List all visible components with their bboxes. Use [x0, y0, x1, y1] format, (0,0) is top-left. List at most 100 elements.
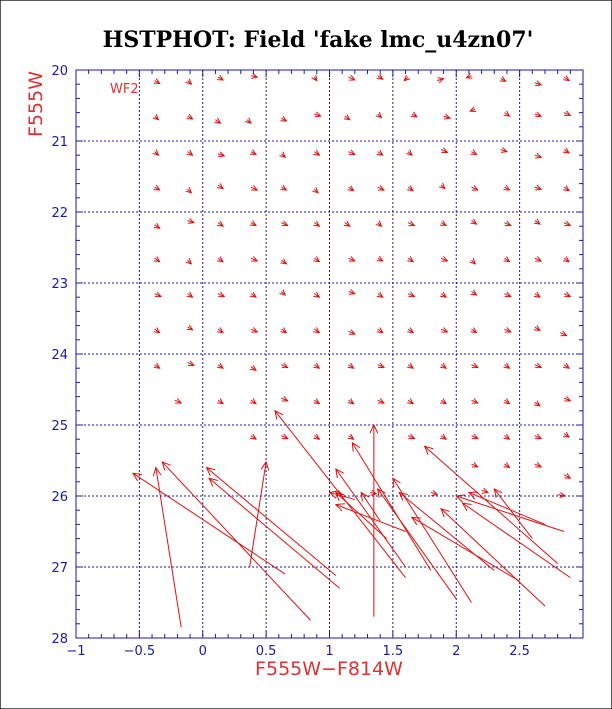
small-vector-head — [251, 185, 259, 191]
long-vector — [392, 477, 472, 603]
small-vector-head — [535, 433, 543, 440]
small-vector-shaft — [281, 435, 288, 439]
small-vector — [504, 327, 512, 333]
small-vector-shaft — [534, 435, 542, 439]
small-vector — [503, 362, 511, 369]
long-vector-head — [351, 441, 361, 452]
small-vector-head — [469, 258, 477, 265]
small-vector — [314, 111, 322, 118]
long-vector-shaft — [329, 491, 355, 501]
long-vector-shaft — [155, 467, 182, 628]
small-vector-head — [500, 147, 509, 153]
small-vector-shaft — [187, 362, 195, 366]
y-axis-label: F555W — [25, 71, 47, 137]
small-vector-head — [348, 75, 356, 81]
long-vector-head — [360, 491, 370, 502]
small-vector-shaft — [407, 435, 415, 439]
small-vector — [440, 220, 448, 227]
small-vector-head — [249, 364, 257, 371]
small-vector-head — [347, 185, 355, 192]
small-vector-head — [348, 289, 356, 295]
long-vector-shaft — [335, 492, 387, 539]
small-vector — [249, 364, 257, 371]
y-tick-labels: 20 21 22 23 24 25 26 27 28 — [51, 64, 68, 647]
small-vector — [217, 327, 224, 334]
small-vector — [563, 256, 570, 263]
small-vector — [312, 187, 319, 194]
small-vector — [313, 398, 321, 405]
small-vector — [534, 362, 543, 369]
small-vector — [503, 110, 511, 117]
small-vector-head — [563, 75, 570, 82]
small-vector-head — [503, 433, 511, 440]
small-vector-shaft — [407, 293, 415, 297]
y-tick-label: 22 — [51, 206, 68, 221]
small-vector-head — [407, 185, 415, 192]
small-vector-shaft — [563, 474, 571, 479]
small-vector-head — [280, 327, 288, 334]
small-vector — [376, 149, 384, 156]
x-tick-label: 0 — [199, 644, 207, 659]
small-vector-shaft — [250, 186, 258, 191]
small-vector — [153, 222, 161, 229]
small-vector — [443, 113, 452, 120]
small-vector-head — [187, 218, 195, 224]
long-vector — [376, 487, 457, 600]
long-vector — [398, 491, 495, 571]
small-vector — [154, 291, 162, 298]
small-vector-head — [217, 398, 224, 405]
small-vector-head — [217, 362, 224, 369]
small-vector — [313, 327, 321, 334]
small-vector — [280, 258, 288, 265]
long-vector-head — [205, 466, 216, 477]
small-vector-head — [245, 117, 252, 125]
long-vector — [461, 502, 571, 579]
small-vector-head — [377, 185, 386, 191]
small-vector-head — [471, 362, 479, 369]
small-vector — [187, 218, 195, 224]
long-vector — [249, 460, 270, 568]
small-vector-shaft — [563, 112, 571, 116]
small-vector-shaft — [348, 257, 356, 262]
small-vector-head — [376, 327, 384, 334]
small-vector-head — [249, 398, 257, 405]
small-vector-head — [153, 222, 161, 229]
small-vector-head — [503, 462, 511, 469]
small-vector-head — [251, 256, 259, 262]
small-vector-shaft — [217, 293, 225, 297]
small-vector — [313, 291, 321, 298]
small-vector — [250, 72, 259, 79]
long-vector-shaft — [161, 461, 311, 621]
small-vector-head — [471, 461, 479, 468]
long-vector — [410, 516, 520, 582]
small-vector — [503, 433, 511, 440]
small-vector — [152, 113, 160, 121]
small-vector-shaft — [563, 222, 571, 226]
small-vector — [281, 220, 289, 227]
small-vector — [440, 291, 448, 298]
small-vector — [481, 487, 490, 494]
small-vector-shaft — [504, 328, 511, 333]
small-vector-head — [407, 362, 415, 369]
small-vector — [440, 362, 448, 369]
small-vector-head — [251, 72, 259, 79]
small-vector-head — [503, 184, 511, 191]
small-vector — [469, 258, 477, 265]
long-vector — [493, 487, 533, 539]
small-vector-head — [470, 218, 478, 225]
long-vector-head — [398, 491, 409, 501]
small-vector — [152, 149, 160, 156]
small-vector — [185, 78, 193, 85]
small-vector-head — [441, 147, 449, 154]
small-vector — [187, 360, 195, 367]
small-vector — [280, 184, 288, 191]
small-vector — [348, 329, 356, 335]
small-vector-head — [153, 327, 161, 334]
small-vector — [407, 185, 415, 192]
small-vector-head — [440, 362, 448, 369]
small-vector — [407, 433, 416, 440]
small-vector-head — [185, 187, 193, 194]
small-vector-head — [217, 256, 224, 263]
small-vector-head — [440, 220, 448, 227]
long-vector-shaft — [249, 461, 267, 568]
